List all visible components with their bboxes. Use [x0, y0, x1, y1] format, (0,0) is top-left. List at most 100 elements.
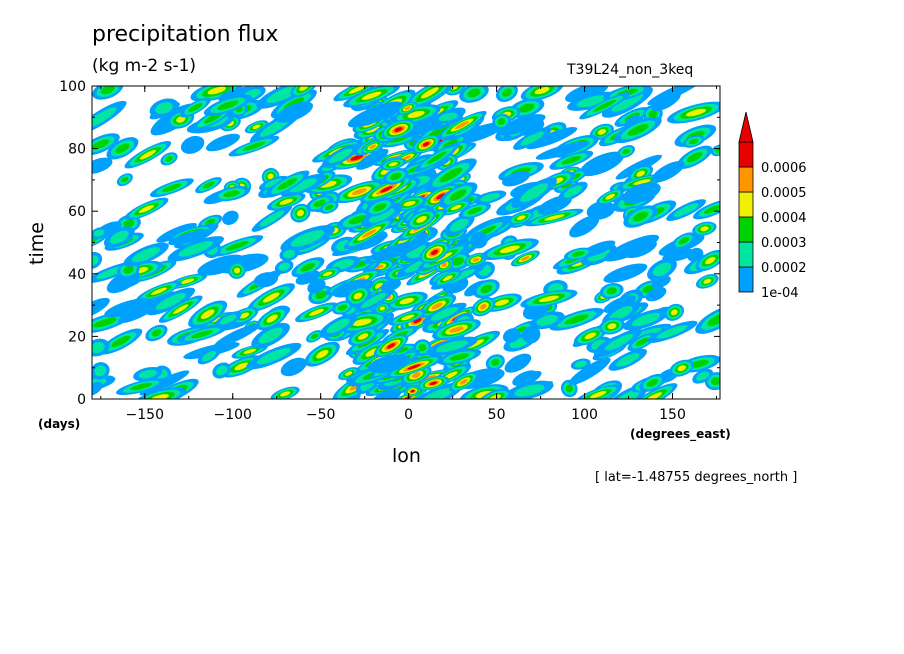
precip-contour-level [521, 256, 530, 261]
precip-contour-level [256, 347, 291, 365]
precip-cell [319, 313, 358, 338]
precip-cell [391, 104, 441, 125]
precip-cell [495, 86, 518, 102]
precip-cell [361, 203, 403, 228]
precip-contour-level [93, 317, 117, 328]
precip-contour-level [520, 183, 549, 203]
precip-contour-level [449, 189, 467, 201]
precip-contour-level [352, 188, 367, 195]
precip-cell [211, 235, 264, 257]
precip-contour-level [522, 325, 541, 344]
precip-cell [422, 302, 467, 325]
colorbar-segment [738, 266, 754, 293]
precip-contour-level [605, 333, 634, 351]
precip-contour-level [369, 144, 376, 149]
precip-contour-level [162, 183, 182, 192]
precip-cell [92, 227, 108, 239]
precip-contour-level [420, 387, 453, 399]
precip-contour-level [371, 240, 424, 261]
precip-cell [470, 231, 488, 249]
precip-contour-level [289, 178, 318, 193]
precip-contour-level [467, 88, 481, 98]
precip-cell [695, 249, 720, 272]
precip-contour-level [651, 160, 685, 183]
precip-cell [92, 338, 110, 357]
y-tick-label: 40 [68, 267, 86, 283]
precip-contour-level [402, 155, 412, 161]
precip-cell [160, 152, 178, 166]
precip-cell [343, 86, 400, 108]
precip-cell [338, 367, 359, 381]
precip-cell [347, 101, 403, 128]
precip-contour-level [155, 102, 173, 114]
precip-contour-level [253, 272, 278, 288]
precip-cell [687, 247, 704, 262]
x-tick-label: 0 [404, 407, 413, 423]
colorbar-extend-arrow [738, 111, 754, 143]
precip-cell [425, 158, 477, 192]
colorbar-segment [738, 216, 754, 243]
precip-contour-level [155, 292, 186, 310]
precip-cell [586, 201, 615, 220]
precip-cell [440, 199, 472, 216]
precip-cell [158, 295, 203, 323]
precip-cell [406, 209, 437, 230]
precip-contour-level [498, 114, 546, 136]
precip-cell [645, 286, 667, 302]
colorbar-label: 0.0004 [761, 211, 807, 226]
precip-cell [197, 347, 221, 365]
precip-cell [520, 289, 578, 309]
x-tick-label: −100 [214, 407, 252, 423]
precip-cell [695, 274, 719, 289]
precip-contour-level [262, 292, 280, 303]
precip-contour-level [497, 118, 506, 125]
precip-cell [647, 258, 677, 281]
precip-contour-level [213, 323, 260, 348]
precip-cell [526, 127, 578, 150]
precip-contour-level [568, 357, 611, 386]
precip-cell [319, 200, 339, 214]
precip-cell [596, 188, 625, 206]
precip-contour-level [372, 388, 401, 399]
precip-contour-level [431, 302, 443, 310]
precip-contour-level [407, 110, 425, 119]
precip-cell [603, 295, 636, 313]
precip-contour-level [615, 353, 640, 367]
precip-cell [180, 135, 205, 154]
precip-field [92, 86, 720, 399]
precip-contour-level [92, 157, 113, 174]
precip-contour-level [535, 141, 590, 160]
precip-cell [205, 133, 240, 152]
precip-contour-level [367, 354, 410, 374]
precip-contour-level [264, 178, 284, 188]
precip-cell [373, 334, 409, 358]
precip-contour-level [132, 247, 161, 263]
y-tick-label: 0 [77, 392, 86, 408]
precip-contour-level [688, 138, 699, 145]
precip-contour-level [296, 209, 304, 217]
precip-contour-level [352, 318, 372, 326]
precip-contour-level [173, 304, 189, 314]
precip-cell [622, 182, 661, 204]
precip-contour-level [366, 126, 380, 133]
precip-contour-level [347, 101, 403, 128]
precip-contour-level [204, 218, 216, 226]
chart-units: (kg m-2 s-1) [92, 56, 197, 76]
precip-contour-level [574, 360, 587, 368]
precip-contour-level [605, 193, 615, 200]
precip-contour-level [571, 251, 585, 257]
chart-title: precipitation flux [92, 22, 279, 47]
precip-cell [412, 134, 440, 154]
colorbar-label: 1e-04 [761, 286, 799, 301]
precip-contour-level [290, 230, 325, 247]
precip-cell [213, 186, 251, 202]
precip-contour-level [451, 256, 464, 266]
precip-cell [367, 354, 410, 374]
precip-contour-level [707, 313, 720, 326]
precip-contour-level [348, 215, 368, 225]
precip-contour-level [480, 303, 487, 310]
precip-contour-level [388, 162, 398, 167]
precip-contour-level [700, 226, 709, 232]
precip-contour-level [188, 103, 203, 112]
precip-contour-level [386, 343, 396, 349]
